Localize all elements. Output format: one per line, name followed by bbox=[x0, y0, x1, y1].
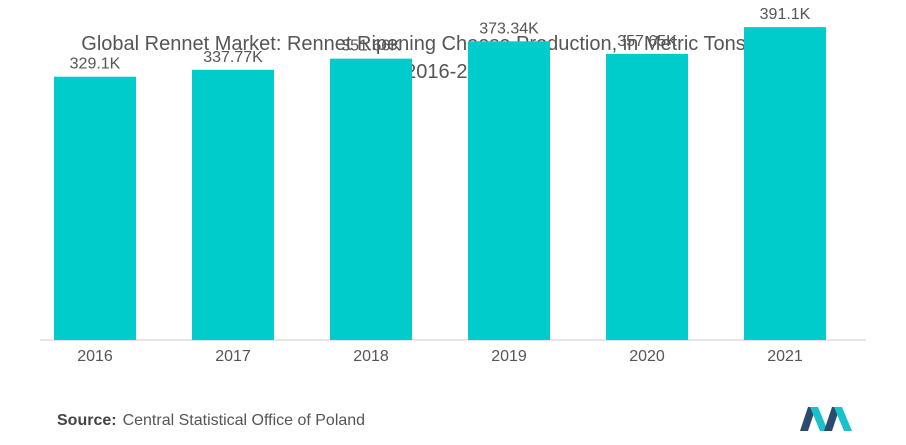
x-tick-label-2019: 2019 bbox=[491, 348, 527, 365]
value-label-2017: 337.77K bbox=[203, 49, 263, 66]
bar-2019 bbox=[468, 41, 550, 340]
x-tick-label-2018: 2018 bbox=[353, 348, 389, 365]
value-label-2018: 351.66K bbox=[341, 38, 401, 55]
value-label-2020: 357.65K bbox=[617, 33, 677, 50]
mordor-intelligence-logo bbox=[800, 407, 852, 431]
bar-2016 bbox=[54, 76, 136, 340]
x-tick-label-2016: 2016 bbox=[77, 348, 113, 365]
chart-title-line-1: Global Rennet Market: Rennet Ripening Ch… bbox=[81, 33, 825, 55]
bar-2018 bbox=[330, 58, 412, 341]
source-note: Source: Central Statistical Office of Pol… bbox=[57, 412, 365, 430]
value-label-2019: 373.34K bbox=[479, 20, 539, 37]
bar-2020 bbox=[606, 53, 688, 340]
x-tick-label-2017: 2017 bbox=[215, 348, 251, 365]
x-tick-label-2021: 2021 bbox=[767, 348, 803, 365]
bar-2021 bbox=[744, 27, 826, 341]
source-text: Central Statistical Office of Poland bbox=[122, 412, 366, 429]
value-label-2021: 391.1K bbox=[760, 6, 811, 23]
source-label: Source: bbox=[57, 412, 117, 429]
bar-2017 bbox=[192, 69, 274, 340]
value-label-2016: 329.1K bbox=[70, 56, 121, 73]
x-tick-label-2020: 2020 bbox=[629, 348, 665, 365]
